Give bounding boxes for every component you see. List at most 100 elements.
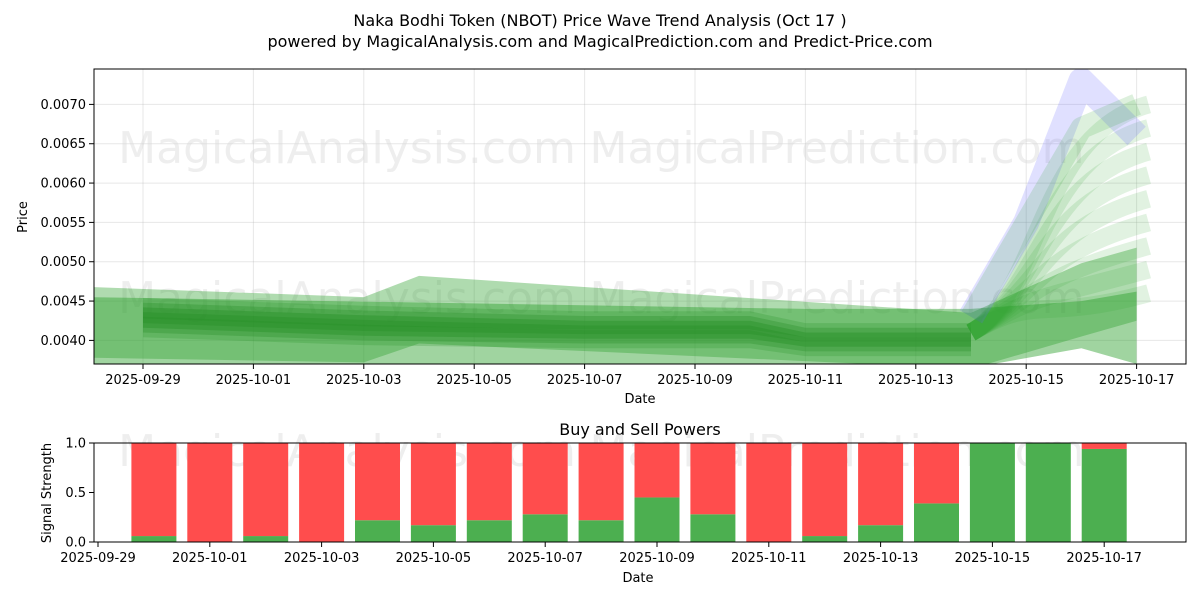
signal-x-tick-label: 2025-10-15	[955, 551, 1031, 566]
buy-bar	[690, 514, 736, 542]
forecast-green-wave	[966, 190, 1151, 341]
price-x-tick-label: 2025-10-07	[547, 373, 623, 388]
signal-x-tick-label: 2025-10-13	[843, 551, 919, 566]
chart-subtitle: powered by MagicalAnalysis.com and Magic…	[267, 32, 932, 51]
forecast-green-wave	[966, 119, 1152, 341]
buy-bar	[355, 520, 400, 542]
forecast-green-wave	[966, 95, 1152, 341]
signal-chart: Buy and Sell Powers MagicalAnalysis.com …	[40, 420, 1187, 586]
sell-bar	[410, 443, 456, 526]
signal-y-tick-label: 0.5	[65, 486, 86, 501]
buy-bar	[858, 525, 904, 542]
buy-bar	[1081, 448, 1127, 542]
signal-x-tick-label: 2025-10-17	[1066, 551, 1142, 566]
signal-x-tick-label: 2025-10-09	[619, 551, 695, 566]
price-series	[94, 69, 1152, 364]
buy-bar	[410, 525, 456, 542]
price-y-tick-label: 0.0050	[41, 255, 87, 270]
buy-bar	[1025, 443, 1071, 542]
price-x-tick-label: 2025-10-09	[657, 373, 733, 388]
forecast-green-wave	[966, 237, 1151, 341]
sell-bar	[578, 443, 624, 521]
forecast-green-wave	[961, 94, 1141, 323]
price-y-tick-label: 0.0060	[41, 177, 87, 192]
buy-bar	[634, 497, 680, 542]
watermark-prediction-2: MagicalPrediction.com	[590, 273, 1085, 324]
signal-x-tick-label: 2025-10-03	[284, 551, 360, 566]
buy-bar	[243, 536, 289, 542]
signal-x-tick-label: 2025-10-01	[172, 551, 248, 566]
sell-bar	[1081, 443, 1127, 449]
actual-band-layer	[143, 297, 971, 338]
forecast-blue-wave	[959, 69, 1146, 324]
actual-band-layer	[143, 312, 971, 352]
forecast-green-wave	[966, 284, 1151, 341]
price-x-tick-label: 2025-10-15	[988, 373, 1064, 388]
actual-band-layer	[143, 307, 971, 347]
sell-bar	[690, 443, 736, 515]
signal-bars	[131, 443, 1127, 542]
buy-bar	[969, 443, 1015, 542]
sell-bar	[914, 443, 959, 504]
sell-bar	[746, 443, 792, 542]
buy-bar	[578, 520, 624, 542]
sell-bar	[466, 443, 512, 521]
signal-x-tick-label: 2025-10-11	[731, 551, 807, 566]
forecast-green-wave	[966, 213, 1151, 341]
actual-band-layer	[143, 302, 971, 342]
price-y-tick-label: 0.0070	[41, 98, 87, 113]
forecast-green-wave	[966, 166, 1152, 341]
signal-chart-title: Buy and Sell Powers	[559, 420, 721, 439]
price-x-tick-label: 2025-10-11	[768, 373, 844, 388]
buy-bar	[131, 536, 177, 542]
signal-x-tick-label: 2025-10-05	[396, 551, 472, 566]
buy-bar	[914, 503, 959, 542]
sell-bar	[187, 443, 233, 542]
wide-band-1	[94, 247, 1137, 364]
price-grid	[94, 69, 1186, 364]
sell-bar	[299, 443, 345, 542]
signal-x-tick-label: 2025-10-07	[507, 551, 583, 566]
price-chart: MagicalAnalysis.com MagicalPrediction.co…	[16, 68, 1187, 407]
watermark-analysis: MagicalAnalysis.com	[118, 123, 576, 174]
price-x-tick-label: 2025-10-03	[326, 373, 402, 388]
watermark-analysis-2: MagicalAnalysis.com	[118, 273, 576, 324]
sell-bar	[243, 443, 289, 537]
price-y-tick-label: 0.0045	[41, 295, 87, 310]
chart-title: Naka Bodhi Token (NBOT) Price Wave Trend…	[353, 11, 846, 30]
price-y-tick-label: 0.0055	[41, 216, 87, 231]
actual-band-layer	[143, 316, 971, 357]
price-x-axis-label: Date	[624, 392, 655, 407]
price-y-tick-label: 0.0065	[41, 137, 87, 152]
signal-x-tick-label: 2025-09-29	[60, 551, 136, 566]
sell-bar	[131, 443, 177, 537]
price-x-tick-label: 2025-10-05	[436, 373, 512, 388]
sell-bar	[634, 443, 680, 498]
buy-bar	[522, 514, 568, 542]
signal-y-ticks: 0.0 0.5 1.0	[65, 437, 94, 551]
wide-band-2	[94, 291, 1137, 364]
price-x-tick-label: 2025-10-01	[216, 373, 292, 388]
price-x-tick-label: 2025-09-29	[105, 373, 181, 388]
price-y-tick-label: 0.0040	[41, 334, 87, 349]
signal-y-axis-label: Signal Strength	[40, 443, 55, 543]
forecast-green-wave	[966, 260, 1151, 341]
signal-y-tick-label: 0.0	[65, 536, 86, 551]
sell-bar	[522, 443, 568, 515]
price-plot-frame	[93, 68, 1187, 365]
price-x-tick-label: 2025-10-17	[1099, 373, 1175, 388]
price-x-tick-label: 2025-10-13	[878, 373, 954, 388]
forecast-green-wave	[966, 142, 1152, 341]
sell-bar	[858, 443, 904, 526]
price-watermarks: MagicalAnalysis.com MagicalPrediction.co…	[118, 123, 1084, 324]
signal-x-ticks: 2025-09-29 2025-10-01 2025-10-03 2025-10-05…	[60, 542, 1142, 566]
buy-bar	[802, 536, 848, 542]
buy-bar	[466, 520, 512, 542]
sell-bar	[802, 443, 848, 537]
price-y-ticks: 0.0040 0.0045 0.0050 0.0055 0.0060 0.0065 0.00…	[41, 98, 94, 349]
signal-x-axis-label: Date	[622, 571, 653, 586]
signal-y-tick-label: 1.0	[65, 437, 86, 452]
price-y-axis-label: Price	[16, 201, 31, 233]
watermark-prediction: MagicalPrediction.com	[590, 123, 1085, 174]
